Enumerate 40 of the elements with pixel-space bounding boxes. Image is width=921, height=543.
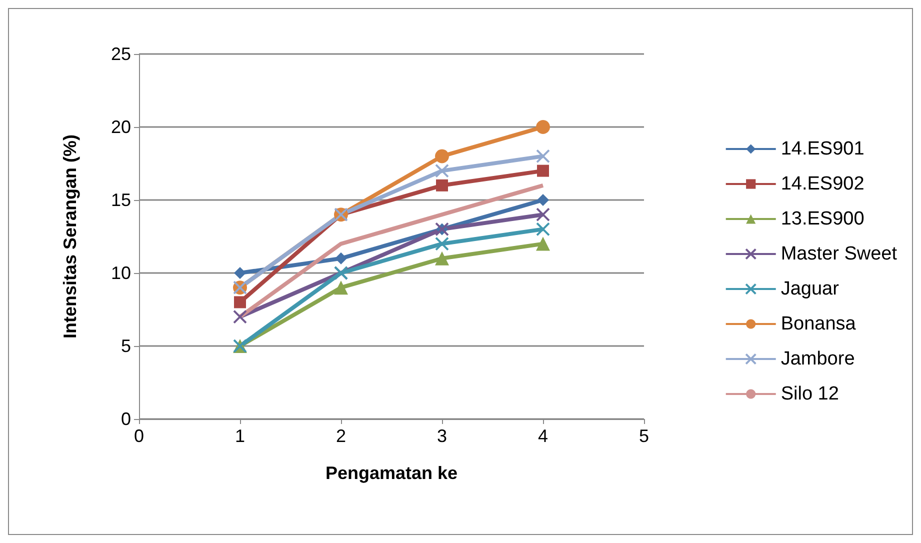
x-tick-label: 1 <box>234 426 246 446</box>
point <box>536 236 550 251</box>
y-tick-label: 10 <box>110 263 131 283</box>
point <box>536 222 550 236</box>
legend-label: Bonansa <box>780 314 856 334</box>
point <box>335 252 347 264</box>
legend-label: Jaguar <box>780 278 840 300</box>
line-series <box>238 183 545 319</box>
x-tick-label: 4 <box>538 426 548 446</box>
point <box>334 280 348 295</box>
x-tick-label: 3 <box>436 426 448 446</box>
point <box>536 149 550 164</box>
x-tick-label: 5 <box>638 426 650 446</box>
point <box>436 179 448 192</box>
legend-label: Jambore <box>780 348 855 370</box>
point <box>537 164 549 177</box>
x-axis-title: Pengamatan ke <box>325 463 458 483</box>
legend-label: Master Sweet <box>780 244 898 264</box>
point <box>234 267 246 279</box>
y-tick-label: 15 <box>110 190 131 210</box>
y-axis-title: Intensitas Serangan (%) <box>60 134 80 339</box>
point <box>233 310 247 324</box>
point <box>435 236 449 251</box>
point <box>435 251 449 266</box>
legend-label: Silo 12 <box>780 384 839 404</box>
point <box>234 296 246 308</box>
x-tick-label: 0 <box>134 426 144 446</box>
y-tick-label: 0 <box>120 409 131 429</box>
y-tick-label: 20 <box>110 117 131 137</box>
point <box>435 149 449 164</box>
point <box>536 208 550 222</box>
legend-label: 13.ES900 <box>780 208 864 230</box>
point <box>537 194 549 206</box>
x-tick-label: 2 <box>336 426 346 446</box>
y-tick-label: 25 <box>110 44 131 64</box>
point <box>536 120 550 134</box>
y-tick-label: 5 <box>120 336 131 356</box>
legend-label: 14.ES901 <box>780 138 864 160</box>
point <box>435 164 449 178</box>
legend-label: 14.ES902 <box>780 174 864 194</box>
